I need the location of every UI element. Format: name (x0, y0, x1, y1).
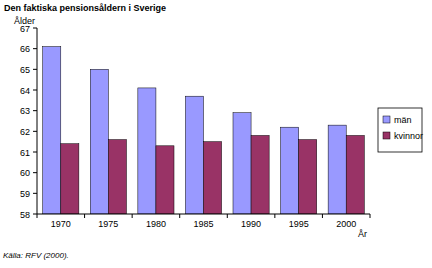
bar (328, 125, 346, 214)
legend-label: män (394, 115, 412, 125)
bar (346, 135, 364, 214)
bar (90, 69, 108, 214)
y-tick (33, 193, 37, 194)
bar (185, 96, 203, 214)
chart: Den faktiska pensionsåldern i SverigeÅld… (0, 0, 432, 268)
y-tick-label: 64 (20, 86, 30, 96)
bars (43, 47, 365, 214)
x-tick (84, 214, 85, 218)
y-tick (33, 90, 37, 91)
x-tick-label: 2000 (336, 219, 356, 229)
x-tick (370, 214, 371, 218)
x-tick (227, 214, 228, 218)
x-axis-label: År (358, 229, 367, 239)
bar (204, 142, 222, 214)
x-tick-label: 1980 (146, 219, 166, 229)
x-axis (37, 214, 370, 215)
y-tick-label: 66 (20, 44, 30, 54)
x-tick (274, 214, 275, 218)
x-tick-label: 1990 (241, 219, 261, 229)
bar (299, 140, 317, 214)
bar (108, 140, 126, 214)
y-tick-label: 67 (20, 24, 30, 34)
x-tick-label: 1985 (193, 219, 213, 229)
y-tick (33, 152, 37, 153)
y-tick-label: 59 (20, 189, 30, 199)
x-tick (179, 214, 180, 218)
bar (156, 146, 174, 214)
title: Den faktiska pensionsåldern i Sverige (4, 3, 166, 13)
x-tick (322, 214, 323, 218)
y-tick (33, 48, 37, 49)
y-tick-label: 61 (20, 148, 30, 158)
y-axis (37, 28, 38, 214)
legend-label: kvinnor (394, 131, 423, 141)
y-tick (33, 172, 37, 173)
y-tick-label: 62 (20, 127, 30, 137)
y-tick (33, 110, 37, 111)
bar (233, 113, 251, 214)
y-tick-label: 58 (20, 210, 30, 220)
bar (251, 135, 269, 214)
legend (378, 108, 422, 152)
y-tick (33, 28, 37, 29)
y-tick (33, 214, 37, 215)
x-tick (37, 214, 38, 218)
source: Källa: RFV (2000). (3, 251, 69, 260)
legend-swatch (383, 132, 390, 139)
bar (43, 47, 61, 214)
x-tick (132, 214, 133, 218)
x-tick-label: 1975 (98, 219, 118, 229)
x-tick-label: 1970 (51, 219, 71, 229)
bar (281, 127, 299, 214)
y-tick-label: 60 (20, 168, 30, 178)
bar (61, 144, 79, 214)
y-tick-label: 63 (20, 106, 30, 116)
y-tick-label: 65 (20, 65, 30, 75)
bar (138, 88, 156, 214)
legend-swatch (383, 116, 390, 123)
x-tick-label: 1995 (289, 219, 309, 229)
y-tick (33, 69, 37, 70)
y-tick (33, 131, 37, 132)
